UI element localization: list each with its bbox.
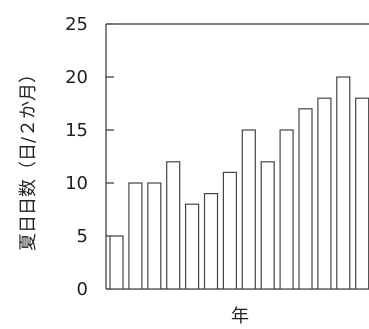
bar [279, 129, 294, 290]
bar [147, 182, 162, 290]
bar [166, 161, 181, 290]
bar [203, 193, 219, 290]
y-axis-ticks: 0 5 10 15 20 25 [65, 14, 114, 300]
bar-series [109, 76, 369, 290]
y-tick-label: 10 [65, 173, 88, 194]
bar [185, 203, 200, 290]
y-tick-label: 15 [65, 120, 88, 141]
bar [222, 171, 237, 290]
bar [317, 97, 332, 290]
x-axis-label: 年 [231, 306, 249, 327]
y-tick-label: 20 [65, 67, 88, 88]
bar [128, 182, 143, 290]
bar [298, 108, 313, 290]
bar [241, 129, 256, 290]
bar [260, 161, 275, 290]
y-tick-label: 5 [77, 226, 88, 247]
bar [109, 235, 124, 290]
y-axis-label: 夏日日数（日/２か月） [18, 65, 39, 251]
bar [336, 76, 351, 290]
y-tick-label: 0 [77, 279, 88, 300]
y-tick-label: 25 [65, 14, 88, 35]
bar [355, 97, 369, 290]
